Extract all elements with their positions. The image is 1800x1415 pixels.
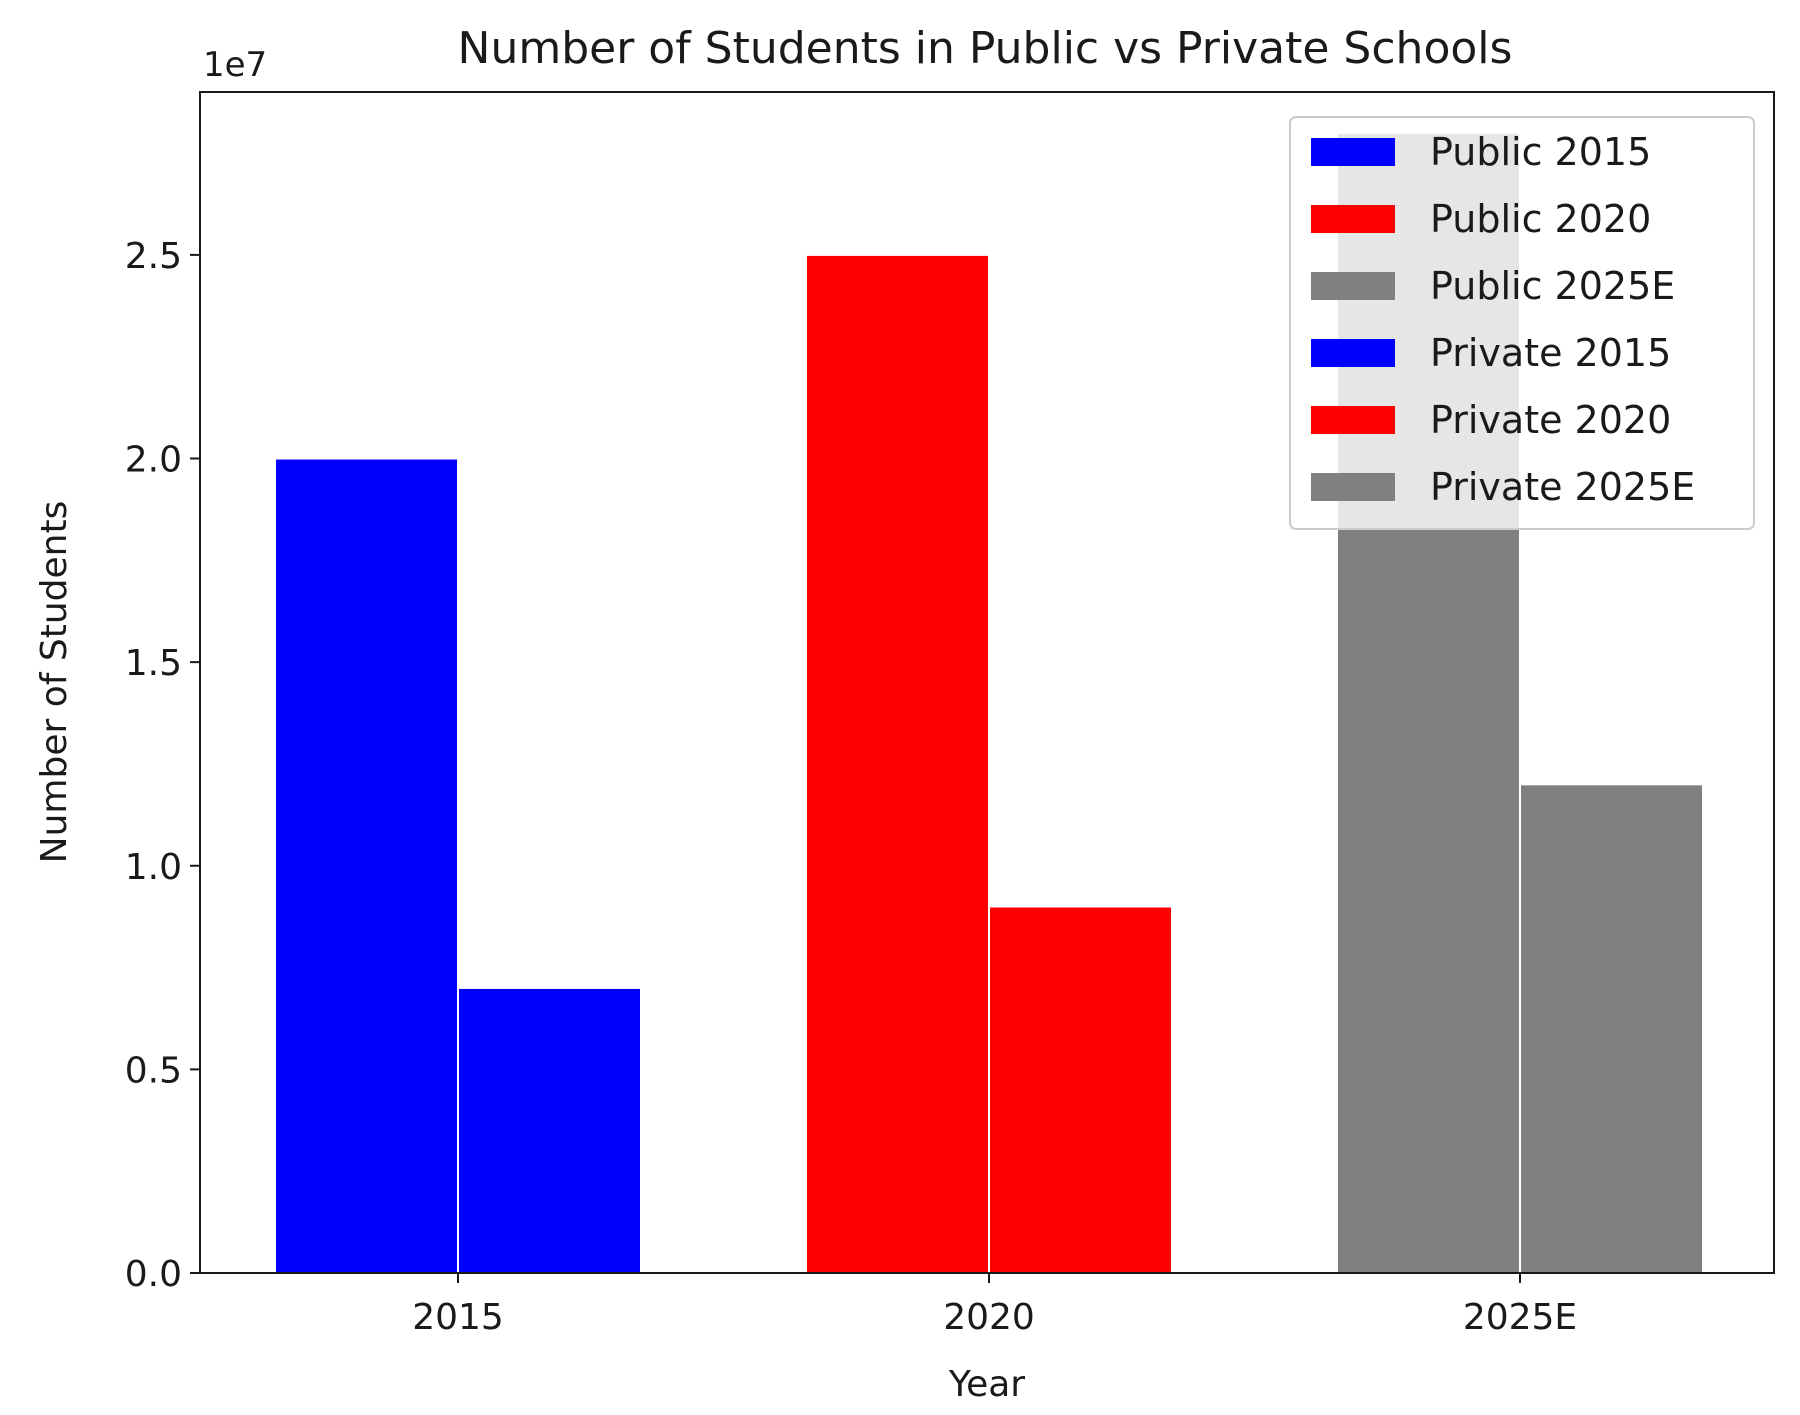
y-tick-label: 2.5 <box>125 236 182 277</box>
x-axis-label: Year <box>948 1364 1025 1405</box>
legend-swatch <box>1311 272 1395 300</box>
y-tick-label: 1.0 <box>125 847 182 888</box>
legend-swatch <box>1311 138 1395 166</box>
legend-item-public-2015: Public 2015 <box>1311 130 1651 174</box>
y-tick-label: 2.0 <box>125 440 182 481</box>
legend-label: Private 2020 <box>1430 398 1671 442</box>
legend-frame <box>1289 116 1755 530</box>
legend-item-public-2025e: Public 2025E <box>1311 264 1675 308</box>
bar-public-2015 <box>274 457 459 1275</box>
y-axis-label: Number of Students <box>34 501 75 864</box>
legend-item-private-2020: Private 2020 <box>1311 398 1671 442</box>
legend-label: Public 2025E <box>1430 264 1675 308</box>
x-tick-label: 2020 <box>943 1297 1035 1338</box>
legend-items: Public 2015 Public 2020 Public 2025E Privat… <box>1311 130 1695 509</box>
legend-swatch <box>1311 473 1395 501</box>
bar-private-2025e <box>1519 783 1704 1275</box>
y-tick-label: 0.5 <box>125 1050 182 1091</box>
legend-label: Private 2025E <box>1430 465 1695 509</box>
bar-private-2015 <box>457 986 642 1274</box>
legend-label: Private 2015 <box>1430 331 1671 375</box>
legend-swatch <box>1311 406 1395 434</box>
bars-layer <box>274 131 1704 1275</box>
y-tick-label: 1.5 <box>125 643 182 684</box>
legend-swatch <box>1311 339 1395 367</box>
legend: Public 2015 Public 2020 Public 2025E Privat… <box>1289 116 1755 530</box>
legend-swatch <box>1311 205 1395 233</box>
y-tick-label: 0.0 <box>125 1254 182 1295</box>
chart-title: Number of Students in Public vs Private … <box>458 23 1513 74</box>
x-axis-ticks: 2015 2020 2025E <box>412 1273 1577 1338</box>
legend-item-private-2025e: Private 2025E <box>1311 465 1695 509</box>
legend-label: Public 2020 <box>1430 197 1651 241</box>
bar-public-2020 <box>805 253 990 1274</box>
bar-private-2020 <box>988 905 1173 1275</box>
plot-frame <box>199 91 1775 1274</box>
legend-item-public-2020: Public 2020 <box>1311 197 1651 241</box>
y-axis-offset-label: 1e7 <box>203 45 267 85</box>
x-tick-label: 2015 <box>412 1297 504 1338</box>
y-axis-ticks: 0.0 0.5 1.0 1.5 2.0 2.5 <box>125 236 200 1295</box>
x-tick-label: 2025E <box>1463 1297 1577 1338</box>
legend-item-private-2015: Private 2015 <box>1311 331 1671 375</box>
legend-label: Public 2015 <box>1430 130 1651 174</box>
